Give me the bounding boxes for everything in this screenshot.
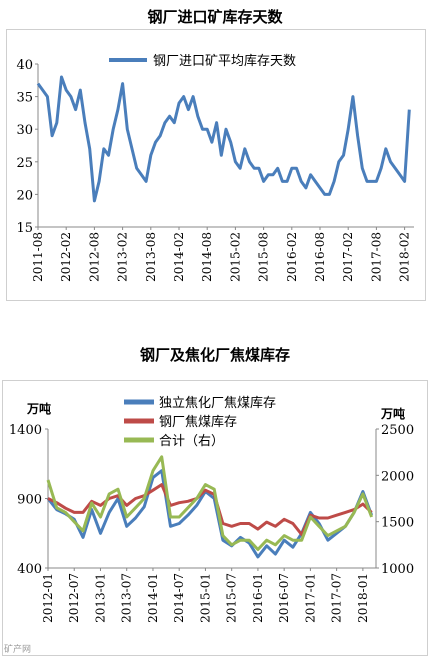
y-tick-label: 25 — [16, 156, 33, 171]
right-y-tick-label: 2500 — [381, 423, 414, 438]
y-tick-label: 40 — [16, 58, 33, 73]
x-tick-label: 2017-02 — [341, 232, 355, 282]
chart1-title: 钢厂进口矿库存天数 — [147, 8, 283, 26]
left-y-tick-label: 1400 — [9, 423, 42, 438]
x-tick-label: 2012-07 — [67, 573, 81, 623]
x-tick-label: 2017-07 — [330, 573, 344, 623]
x-tick-label: 2016-02 — [285, 232, 299, 282]
x-tick-label: 2016-07 — [277, 573, 291, 623]
series-line-total-right — [46, 455, 374, 551]
x-tick-label: 2013-08 — [144, 232, 158, 282]
x-tick-label: 2014-02 — [172, 232, 186, 282]
x-tick-label: 2015-07 — [225, 573, 239, 623]
chart2-plot: 400 900 1400 1000 1500 2000 2500 2012-01 2012-07… — [9, 395, 414, 623]
series-line-coking-plant-stock — [46, 469, 374, 559]
x-tick-label: 2017-08 — [369, 232, 383, 282]
x-tick-label: 2016-01 — [251, 573, 265, 623]
y-tick-label: 20 — [16, 188, 33, 203]
x-tick-label: 2012-08 — [87, 232, 101, 282]
x-tick-label: 2017-01 — [303, 573, 317, 623]
y-tick-label: 15 — [16, 221, 33, 236]
x-tick-label: 2015-02 — [228, 232, 242, 282]
x-tick-label: 2015-08 — [257, 232, 271, 282]
right-unit-label: 万吨 — [381, 407, 406, 421]
x-tick-label: 2014-01 — [146, 573, 160, 623]
series-line-avg-stock-days — [36, 75, 411, 203]
x-tick-label: 2013-02 — [116, 232, 130, 282]
legend-label: 钢厂进口矿平均库存天数 — [153, 53, 296, 69]
left-unit-label: 万吨 — [27, 402, 52, 416]
legend-label: 独立焦化厂焦煤库存 — [159, 395, 276, 411]
series-line-steel-mill-stock — [47, 483, 373, 537]
x-tick-label: 2011-08 — [31, 232, 45, 282]
x-tick-label: 2012-01 — [41, 573, 55, 623]
chart2-frame: 400 900 1400 1000 1500 2000 2500 2012-01 2012-07… — [2, 380, 428, 656]
watermark-logo: 矿产网 — [4, 645, 32, 655]
x-tick-label: 2012-02 — [59, 232, 73, 282]
chart1-plot: 15 20 25 30 35 40 2011-08 2012-02 2012-08 2013-02… — [16, 53, 414, 282]
x-tick-label: 2013-07 — [120, 573, 134, 623]
x-tick-label: 2016-08 — [313, 232, 327, 282]
legend-label: 钢厂焦煤库存 — [159, 414, 237, 430]
left-y-tick-label: 900 — [17, 493, 42, 508]
y-tick-label: 30 — [16, 123, 33, 138]
right-y-tick-label: 1000 — [381, 562, 414, 577]
x-tick-label: 2018-01 — [356, 573, 370, 623]
x-tick-label: 2014-08 — [200, 232, 214, 282]
x-tick-label: 2014-07 — [172, 573, 186, 623]
x-tick-label: 2015-01 — [198, 573, 212, 623]
right-y-tick-label: 1500 — [381, 516, 414, 531]
x-tick-label: 2018-02 — [398, 232, 412, 282]
legend-label: 合计（右） — [159, 434, 224, 449]
left-y-tick-label: 400 — [17, 562, 42, 577]
y-tick-label: 35 — [16, 91, 33, 106]
chart2-title: 钢厂及焦化厂焦煤库存 — [139, 346, 290, 364]
x-tick-label: 2013-01 — [93, 573, 107, 623]
right-y-tick-label: 2000 — [381, 469, 414, 484]
chart1-frame: 15 20 25 30 35 40 2011-08 2012-02 2012-08 2013-02… — [6, 29, 426, 301]
